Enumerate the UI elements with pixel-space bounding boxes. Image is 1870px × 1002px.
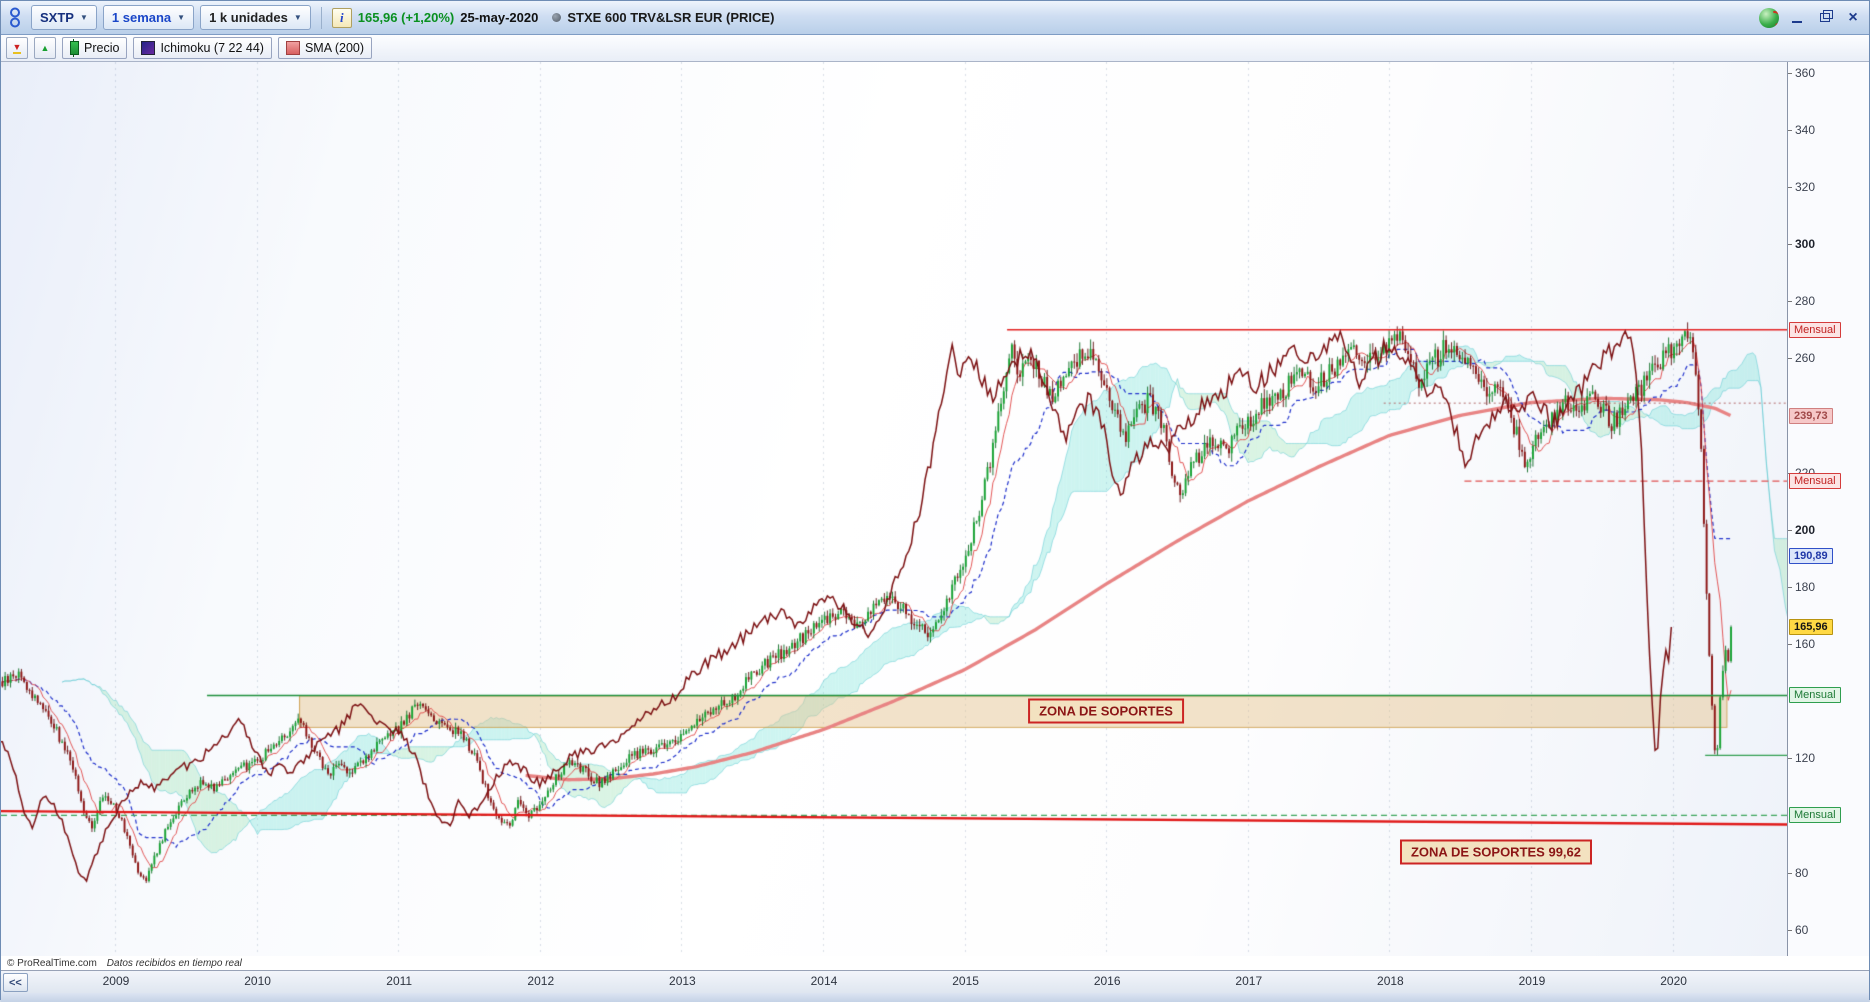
- price-tag-red: Mensual: [1789, 473, 1841, 490]
- year-label: 2019: [1518, 974, 1546, 988]
- price-tick-label: 300: [1787, 237, 1816, 251]
- legend-price[interactable]: Precio: [62, 37, 128, 59]
- support-zone-annotation: ZONA DE SOPORTES: [1028, 698, 1184, 724]
- year-label: 2013: [669, 974, 696, 988]
- price-tick-label: 80: [1787, 865, 1809, 880]
- price-tick-label: 180: [1787, 579, 1816, 594]
- toolbar-separator: [320, 6, 322, 29]
- price-tag-salmon: 239,73: [1789, 408, 1833, 425]
- symbol-dropdown[interactable]: SXTP ▼: [31, 5, 97, 30]
- scroll-left-button[interactable]: <<: [3, 973, 28, 992]
- candlestick-icon: [70, 39, 79, 57]
- price-tick-label: 260: [1787, 351, 1816, 366]
- price-tick-label: 200: [1787, 522, 1816, 537]
- last-price-and-change: 165,96 (+1,20%): [358, 10, 455, 25]
- arrow-down-icon: ▼: [12, 41, 22, 54]
- units-label: 1 k unidades: [209, 10, 288, 25]
- support-zone-99-annotation: ZONA DE SOPORTES 99,62: [1399, 839, 1593, 865]
- time-axis[interactable]: << 2009 2010 2011 2012 2013 2014 2015 2016 2017 2…: [1, 970, 1869, 993]
- symbol-label: SXTP: [40, 10, 74, 25]
- top-toolbar: SXTP ▼ 1 semana ▼ 1 k unidades ▼ i 165,9…: [1, 1, 1869, 35]
- legend-ichimoku[interactable]: Ichimoku (7 22 44): [133, 37, 272, 59]
- year-label: 2011: [386, 974, 413, 988]
- move-pane-down-button[interactable]: ▼: [6, 37, 28, 59]
- year-label: 2020: [1660, 974, 1687, 988]
- sma-icon: [285, 41, 300, 55]
- restore-icon: [1820, 10, 1833, 22]
- units-dropdown[interactable]: 1 k unidades ▼: [200, 5, 311, 30]
- year-label: 2012: [527, 974, 555, 988]
- year-label: 2009: [102, 974, 130, 988]
- legend-sma[interactable]: SMA (200): [277, 37, 373, 59]
- connection-globe-icon[interactable]: [1759, 7, 1779, 28]
- price-tick-label: 160: [1787, 637, 1816, 651]
- minimize-icon: [1792, 12, 1802, 23]
- price-tag-yellow: 165,96: [1789, 618, 1833, 635]
- last-price: 165,96: [357, 10, 398, 25]
- year-label: 2015: [952, 974, 979, 988]
- window-bottom-strip: [1, 993, 1869, 1002]
- chart-footer: © ProRealTime.com Datos recibidos en tie…: [1, 956, 1869, 970]
- price-tag-green: Mensual: [1789, 807, 1841, 824]
- instrument-name: STXE 600 TRV&LSR EUR (PRICE): [567, 10, 775, 25]
- price-tick-label: 280: [1787, 294, 1816, 309]
- legend-ichimoku-label: Ichimoku (7 22 44): [160, 41, 264, 55]
- last-date: 25-may-2020: [460, 10, 539, 25]
- window-controls: ×: [1759, 7, 1863, 28]
- price-tag-red: Mensual: [1789, 321, 1841, 338]
- close-button[interactable]: ×: [1843, 9, 1863, 27]
- price-tick-label: 360: [1787, 65, 1816, 80]
- year-label: 2017: [1235, 974, 1263, 988]
- legend-toolbar: ▼ ▲ Precio Ichimoku (7 22 44) SMA (200): [1, 35, 1869, 62]
- chevron-down-icon: ▼: [177, 13, 186, 22]
- year-label: 2014: [810, 974, 838, 988]
- timeframe-label: 1 semana: [111, 10, 172, 25]
- ichimoku-icon: [141, 41, 156, 55]
- price-tick-label: 120: [1787, 751, 1816, 766]
- year-label: 2010: [244, 974, 271, 988]
- move-pane-up-button[interactable]: ▲: [34, 37, 56, 59]
- chevron-down-icon: ▼: [79, 13, 88, 22]
- price-change: (+1,20%): [401, 10, 455, 25]
- chart-main-area: ZONA DE SOPORTES ZONA DE SOPORTES 99,62 …: [1, 62, 1869, 956]
- year-label: 2016: [1093, 974, 1121, 988]
- price-axis[interactable]: 3603403203002802602202001801601208060Men…: [1787, 62, 1869, 956]
- price-tag-green: Mensual: [1789, 687, 1841, 704]
- realtime-status-text: Datos recibidos en tiempo real: [106, 957, 242, 969]
- info-icon[interactable]: i: [331, 7, 352, 28]
- year-label: 2018: [1377, 974, 1404, 988]
- price-tick-label: 320: [1787, 179, 1816, 194]
- price-tick-label: 340: [1787, 122, 1816, 137]
- price-chart-canvas[interactable]: [1, 62, 1787, 956]
- copyright-text: © ProRealTime.com: [7, 957, 97, 969]
- legend-price-label: Precio: [84, 41, 120, 55]
- minimize-button[interactable]: [1787, 9, 1807, 27]
- app-logo-icon: [7, 5, 25, 31]
- timeframe-dropdown[interactable]: 1 semana ▼: [102, 5, 195, 30]
- chart-plot-area[interactable]: ZONA DE SOPORTES ZONA DE SOPORTES 99,62: [1, 62, 1787, 956]
- legend-sma-label: SMA (200): [304, 41, 365, 55]
- restore-button[interactable]: [1815, 9, 1835, 27]
- price-tick-label: 60: [1787, 922, 1809, 937]
- price-tag-blue: 190,89: [1789, 547, 1833, 564]
- arrow-up-icon: ▲: [40, 42, 50, 53]
- instrument-status-icon: [552, 13, 562, 22]
- chevron-down-icon: ▼: [293, 13, 302, 22]
- close-icon: ×: [1848, 8, 1858, 26]
